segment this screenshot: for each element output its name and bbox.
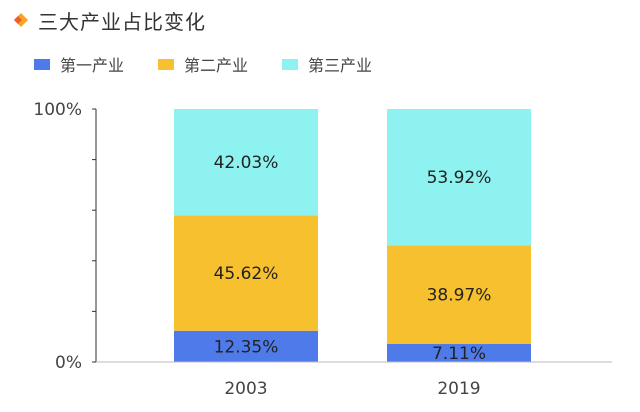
bar-segment bbox=[174, 109, 318, 216]
data-label: 42.03% bbox=[214, 153, 279, 173]
data-label: 7.11% bbox=[432, 344, 486, 364]
legend-swatch-tertiary bbox=[282, 58, 299, 70]
bar-segment bbox=[174, 215, 318, 331]
legend-label-tertiary: 第三产业 bbox=[308, 56, 373, 75]
data-label: 38.97% bbox=[427, 286, 492, 306]
x-tick-label: 2003 bbox=[224, 379, 267, 399]
bar-segment bbox=[174, 330, 318, 362]
bar-segment bbox=[387, 344, 531, 362]
legend-item-secondary: 第二产业 bbox=[158, 52, 248, 76]
chart-title: 三大产业占比变化 bbox=[38, 9, 206, 34]
diamond-icon bbox=[14, 13, 28, 27]
data-label: 45.62% bbox=[214, 264, 279, 284]
legend-swatch-secondary bbox=[158, 58, 175, 70]
x-tick-label: 2019 bbox=[437, 379, 480, 399]
data-label: 53.92% bbox=[427, 168, 492, 188]
bar-segment bbox=[387, 109, 531, 246]
legend-item-tertiary: 第三产业 bbox=[282, 52, 372, 76]
chart-legend: 第一产业 第二产业 第三产业 bbox=[34, 52, 406, 76]
y-tick-label: 0% bbox=[55, 353, 82, 373]
legend-label-secondary: 第二产业 bbox=[184, 56, 249, 75]
bar-segment bbox=[387, 245, 531, 345]
legend-swatch-primary bbox=[34, 58, 50, 70]
y-tick-label: 100% bbox=[33, 100, 82, 120]
legend-label-primary: 第一产业 bbox=[60, 56, 125, 75]
legend-item-primary: 第一产业 bbox=[34, 52, 124, 76]
data-label: 12.35% bbox=[214, 337, 279, 357]
chart-header: 三大产业占比变化 bbox=[12, 6, 206, 34]
